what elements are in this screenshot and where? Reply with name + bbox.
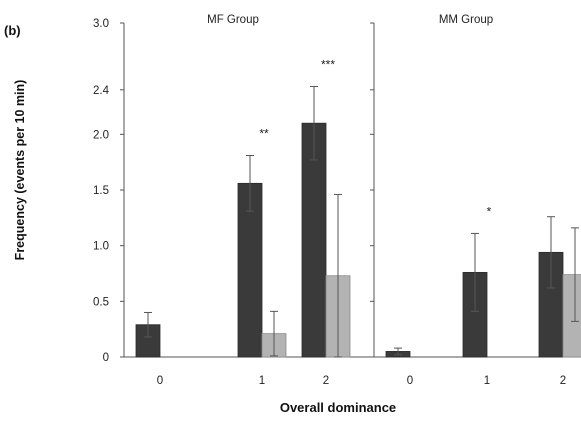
x-tick-label: 0 xyxy=(407,375,413,387)
panel-label: (b) xyxy=(4,23,21,38)
x-tick-label: 2 xyxy=(560,375,566,387)
y-tick-label: 0.5 xyxy=(93,296,109,308)
x-tick-label: 1 xyxy=(484,375,490,387)
y-axis-label: Frequency (events per 10 min) xyxy=(13,80,27,261)
y-tick-label: 2.4 xyxy=(93,85,110,97)
significance-marker: * xyxy=(487,204,492,218)
plot-area: 0 0.5 1.0 1.5 2.0 2.4 3.0 MF Group 0 1 ** 2 *** MM Gr… xyxy=(93,14,581,387)
y-tick-label: 3.0 xyxy=(93,18,109,30)
y-tick-label: 1.5 xyxy=(93,185,109,197)
x-tick-label: 0 xyxy=(157,375,163,387)
x-tick-label: 1 xyxy=(259,375,265,387)
significance-marker: *** xyxy=(321,57,335,71)
y-tick-label: 0 xyxy=(103,352,109,364)
x-axis-label: Overall dominance xyxy=(280,400,396,415)
x-tick-label: 2 xyxy=(323,375,329,387)
panel-title: MF Group xyxy=(207,14,259,26)
panel-title: MM Group xyxy=(439,14,493,26)
y-tick-label: 1.0 xyxy=(93,241,109,253)
y-tick-label: 2.0 xyxy=(93,129,109,141)
significance-marker: ** xyxy=(259,126,269,140)
bar-light xyxy=(562,274,581,358)
